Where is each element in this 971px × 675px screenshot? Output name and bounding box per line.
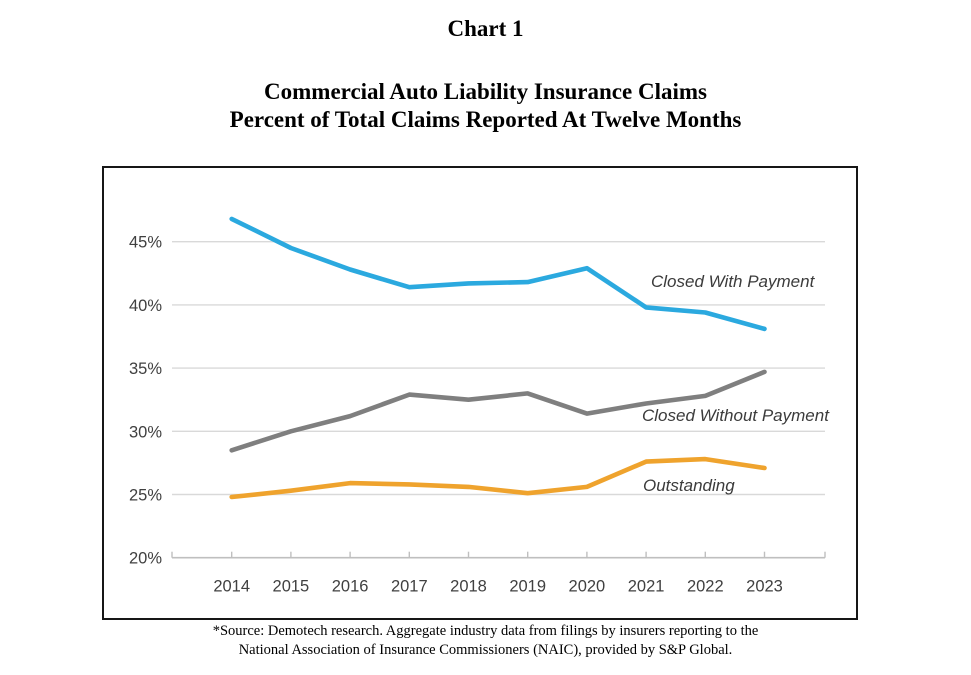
chart-title-line2: Percent of Total Claims Reported At Twel… — [229, 107, 742, 132]
series-label-outstanding: Outstanding — [643, 476, 735, 495]
svg-text:45%: 45% — [129, 234, 162, 252]
svg-text:35%: 35% — [129, 360, 162, 378]
svg-text:2015: 2015 — [273, 578, 310, 596]
svg-text:2019: 2019 — [509, 578, 546, 596]
svg-text:2022: 2022 — [687, 578, 724, 596]
svg-text:2020: 2020 — [569, 578, 606, 596]
svg-text:30%: 30% — [129, 423, 162, 441]
svg-text:20%: 20% — [129, 550, 162, 568]
source-footnote-line1: *Source: Demotech research. Aggregate in… — [212, 623, 759, 639]
svg-text:2014: 2014 — [213, 578, 250, 596]
chart-number-heading: Chart 1 — [447, 16, 524, 41]
chart-title-line1: Commercial Auto Liability Insurance Clai… — [264, 79, 707, 104]
source-footnote-line2: National Association of Insurance Commis… — [238, 642, 733, 658]
series-label-closed-without-payment: Closed Without Payment — [642, 406, 829, 425]
svg-text:2021: 2021 — [628, 578, 665, 596]
chart-title: Commercial Auto Liability Insurance Clai… — [0, 78, 971, 134]
chart-area: 20% 25% 30% 35% 40% 45% 2014 2015 2016 2017 2018 20… — [102, 166, 858, 620]
chart-svg: 20% 25% 30% 35% 40% 45% 2014 2015 2016 2017 2018 20… — [129, 216, 826, 596]
series-label-closed-with-payment: Closed With Payment — [651, 272, 815, 291]
svg-text:25%: 25% — [129, 487, 162, 505]
svg-text:2016: 2016 — [332, 578, 369, 596]
source-footnote: *Source: Demotech research. Aggregate in… — [0, 622, 971, 660]
svg-text:40%: 40% — [129, 297, 162, 315]
svg-text:2017: 2017 — [391, 578, 428, 596]
svg-text:2018: 2018 — [450, 578, 487, 596]
svg-text:2023: 2023 — [746, 578, 783, 596]
